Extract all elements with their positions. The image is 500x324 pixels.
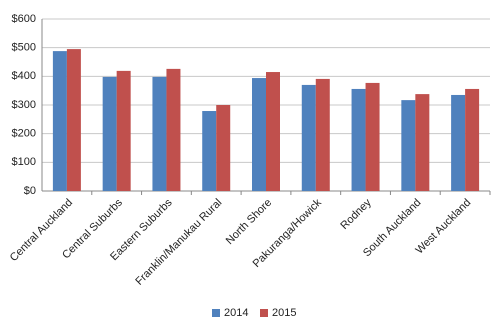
- legend-label: 2014: [224, 307, 248, 319]
- bar: [102, 76, 117, 191]
- y-tick-label: $300: [12, 99, 36, 111]
- bar: [266, 72, 280, 191]
- x-tick-label: Franklin/Manukau Rural: [133, 197, 224, 288]
- bar: [166, 68, 181, 191]
- bar: [116, 70, 131, 191]
- bar: [152, 76, 167, 191]
- bar: [301, 84, 316, 191]
- bar: [415, 94, 430, 191]
- bar: [365, 82, 380, 191]
- bar: [351, 88, 366, 191]
- bar: [202, 111, 217, 191]
- bar: [465, 88, 480, 191]
- bar: [252, 78, 266, 191]
- y-tick-label: $400: [12, 70, 36, 82]
- bar: [66, 49, 81, 191]
- y-tick-label: $100: [12, 156, 36, 168]
- bar: [52, 51, 67, 192]
- bar: [216, 105, 231, 191]
- x-tick-label: North Shore: [224, 197, 274, 247]
- y-tick-label: $200: [12, 128, 36, 140]
- y-tick-label: $600: [12, 13, 36, 25]
- bar: [315, 78, 330, 191]
- bar: [451, 94, 466, 191]
- legend-swatch: [260, 309, 268, 317]
- legend-swatch: [212, 309, 220, 317]
- y-tick-label: $0: [24, 185, 36, 197]
- bar: [401, 100, 416, 191]
- legend-label: 2015: [272, 307, 296, 319]
- x-tick-label: Rodney: [338, 196, 374, 232]
- y-tick-label: $500: [12, 42, 36, 54]
